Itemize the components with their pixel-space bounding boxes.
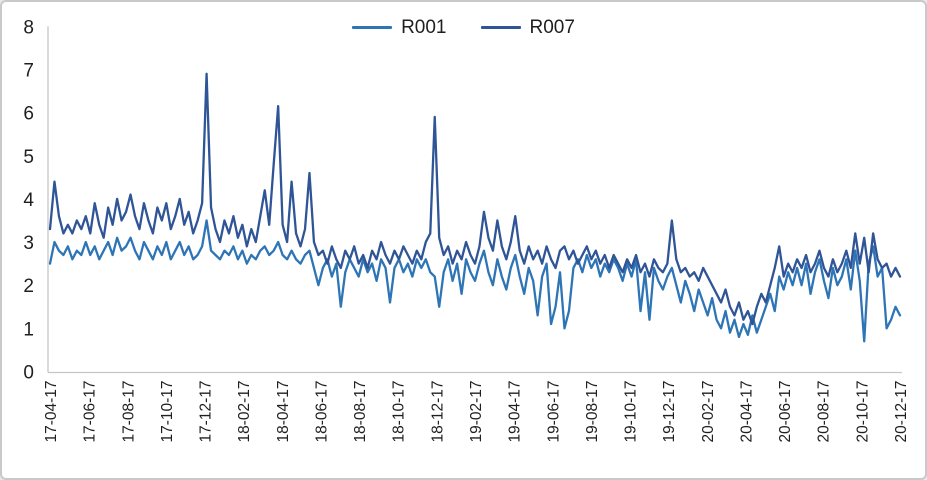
x-tick-label: 20-04-17 (738, 381, 755, 443)
x-tick-label: 18-10-17 (391, 381, 408, 443)
y-tick-label: 3 (23, 233, 34, 254)
x-tick-label: 18-04-17 (275, 381, 292, 443)
x-tick-label: 17-12-17 (198, 381, 215, 443)
x-tick-label: 17-04-17 (43, 381, 60, 443)
x-tick-label: 19-08-17 (584, 381, 601, 443)
x-tick-label: 20-02-17 (700, 381, 717, 443)
x-tick-label: 18-02-17 (236, 381, 253, 443)
y-tick-label: 6 (23, 104, 34, 125)
x-tick-label: 19-12-17 (661, 381, 678, 443)
y-tick-label: 0 (23, 363, 34, 384)
x-tick-label: 17-10-17 (159, 381, 176, 443)
y-tick-label: 4 (23, 190, 34, 211)
x-tick-label: 20-08-17 (816, 381, 833, 443)
y-tick-label: 5 (23, 147, 34, 168)
x-tick-label: 20-06-17 (777, 381, 794, 443)
y-tick-label: 7 (23, 60, 34, 81)
x-tick-label: 18-12-17 (429, 381, 446, 443)
x-tick-label: 18-08-17 (352, 381, 369, 443)
y-tick-label: 2 (23, 276, 34, 297)
x-tick-label: 18-06-17 (313, 381, 330, 443)
x-tick-label: 19-04-17 (507, 381, 524, 443)
y-tick-label: 8 (23, 17, 34, 38)
y-tick-label: 1 (23, 319, 34, 340)
x-tick-label: 20-10-17 (854, 381, 871, 443)
series-line-r007 (48, 72, 902, 326)
x-tick-label: 20-12-17 (893, 381, 910, 443)
x-tick-label: 19-10-17 (623, 381, 640, 443)
series-line-r001 (48, 219, 902, 343)
x-tick-label: 19-02-17 (468, 381, 485, 443)
x-tick-label: 17-06-17 (82, 381, 99, 443)
x-tick-label: 19-06-17 (545, 381, 562, 443)
x-tick-label: 17-08-17 (120, 381, 137, 443)
